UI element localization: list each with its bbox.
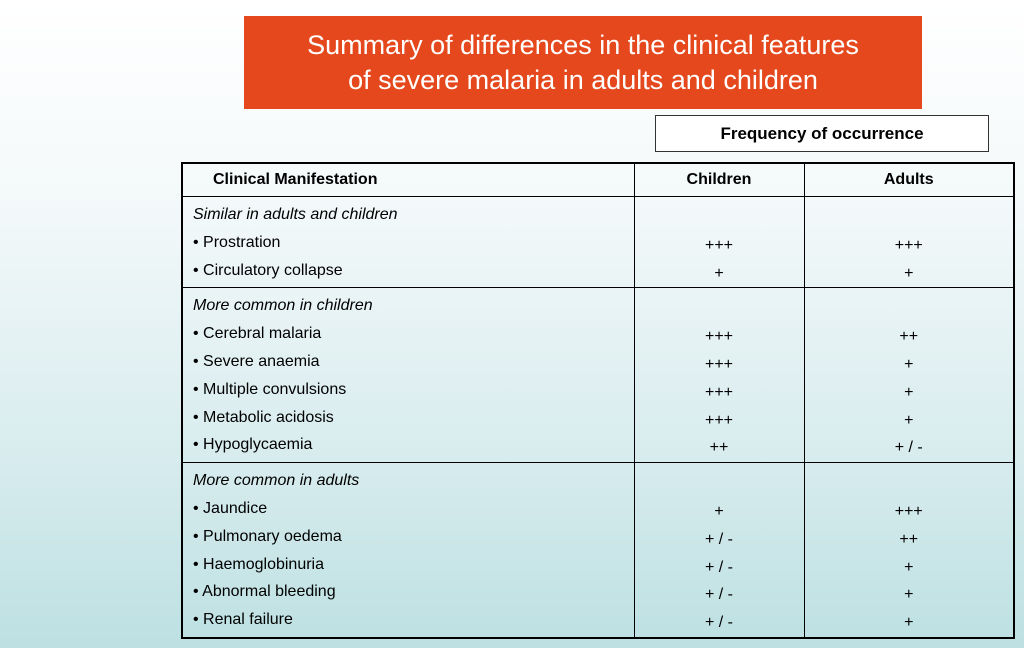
manifestation-cell: More common in children • Cerebral malari… xyxy=(181,287,635,464)
children-frequency-cell: +++ +++ +++ +++ ++ xyxy=(633,287,805,464)
group-title: More common in adults xyxy=(193,472,360,490)
table-group-row: Similar in adults and children • Prostrat… xyxy=(181,195,1015,289)
adults-frequency-value: + xyxy=(904,264,914,282)
adults-frequency-value: + xyxy=(904,383,914,401)
children-frequency-value: + / - xyxy=(704,530,733,548)
manifestation-label: • Haemoglobinuria xyxy=(193,555,325,573)
adults-frequency-value: ++ xyxy=(899,328,919,346)
children-frequency-value: ++ xyxy=(709,439,729,457)
adults-frequency-value: + / - xyxy=(894,439,923,457)
table-header-row: Clinical Manifestation Children Adults xyxy=(181,162,1015,197)
children-frequency-value: +++ xyxy=(704,236,734,254)
children-frequency-value: + / - xyxy=(704,558,733,576)
manifestation-cell: More common in adults • Jaundice • Pulmona… xyxy=(181,462,635,639)
manifestation-label: • Prostration xyxy=(193,233,281,251)
children-frequency-value: +++ xyxy=(704,328,734,346)
adults-frequency-value: + xyxy=(904,586,914,604)
manifestation-label: • Renal failure xyxy=(193,611,293,629)
manifestation-label: • Multiple convulsions xyxy=(193,380,347,398)
manifestation-label: • Abnormal bleeding xyxy=(193,583,336,601)
children-frequency-value: +++ xyxy=(704,383,734,401)
slide-title-banner: Summary of differences in the clinical f… xyxy=(244,16,922,109)
adults-frequency-cell: +++ + xyxy=(803,195,1015,289)
manifestation-label: • Cerebral malaria xyxy=(193,325,322,343)
frequency-of-occurrence-header: Frequency of occurrence xyxy=(655,115,989,152)
manifestation-label: • Severe anaemia xyxy=(193,352,320,370)
children-frequency-value: + / - xyxy=(704,586,733,604)
manifestation-label: • Hypoglycaemia xyxy=(193,436,313,454)
adults-frequency-value: ++ xyxy=(899,530,919,548)
manifestation-cell: Similar in adults and children • Prostrat… xyxy=(181,195,635,289)
clinical-features-table: Clinical Manifestation Children Adults S… xyxy=(181,162,1015,639)
children-frequency-value: + xyxy=(714,264,724,282)
children-frequency-value: + / - xyxy=(704,614,733,632)
children-frequency-cell: +++ + xyxy=(633,195,805,289)
manifestation-label: • Pulmonary oedema xyxy=(193,527,342,545)
adults-frequency-value: + xyxy=(904,558,914,576)
group-title: Similar in adults and children xyxy=(193,206,398,223)
manifestation-label: • Metabolic acidosis xyxy=(193,408,334,426)
adults-frequency-value: +++ xyxy=(894,236,923,254)
table-group-row: More common in children • Cerebral malari… xyxy=(181,287,1015,464)
column-header-adults: Adults xyxy=(803,162,1015,197)
adults-frequency-value: +++ xyxy=(894,502,923,520)
adults-frequency-value: + xyxy=(904,411,914,429)
column-header-children: Children xyxy=(633,162,805,197)
column-header-manifestation: Clinical Manifestation xyxy=(181,162,635,197)
adults-frequency-value: + xyxy=(904,355,914,373)
children-frequency-value: + xyxy=(714,502,724,520)
adults-frequency-value: + xyxy=(904,614,914,632)
table-group-row: More common in adults • Jaundice • Pulmona… xyxy=(181,462,1015,639)
manifestation-label: • Jaundice xyxy=(193,499,268,517)
adults-frequency-cell: +++ ++ + + + xyxy=(803,462,1015,639)
group-title: More common in children xyxy=(193,297,373,315)
manifestation-label: • Circulatory collapse xyxy=(193,261,343,279)
adults-frequency-cell: ++ + + + + / - xyxy=(803,287,1015,464)
slide-title: Summary of differences in the clinical f… xyxy=(307,29,859,95)
children-frequency-value: +++ xyxy=(704,411,734,429)
children-frequency-cell: + + / - + / - + / - + / - xyxy=(633,462,805,639)
children-frequency-value: +++ xyxy=(704,355,734,373)
